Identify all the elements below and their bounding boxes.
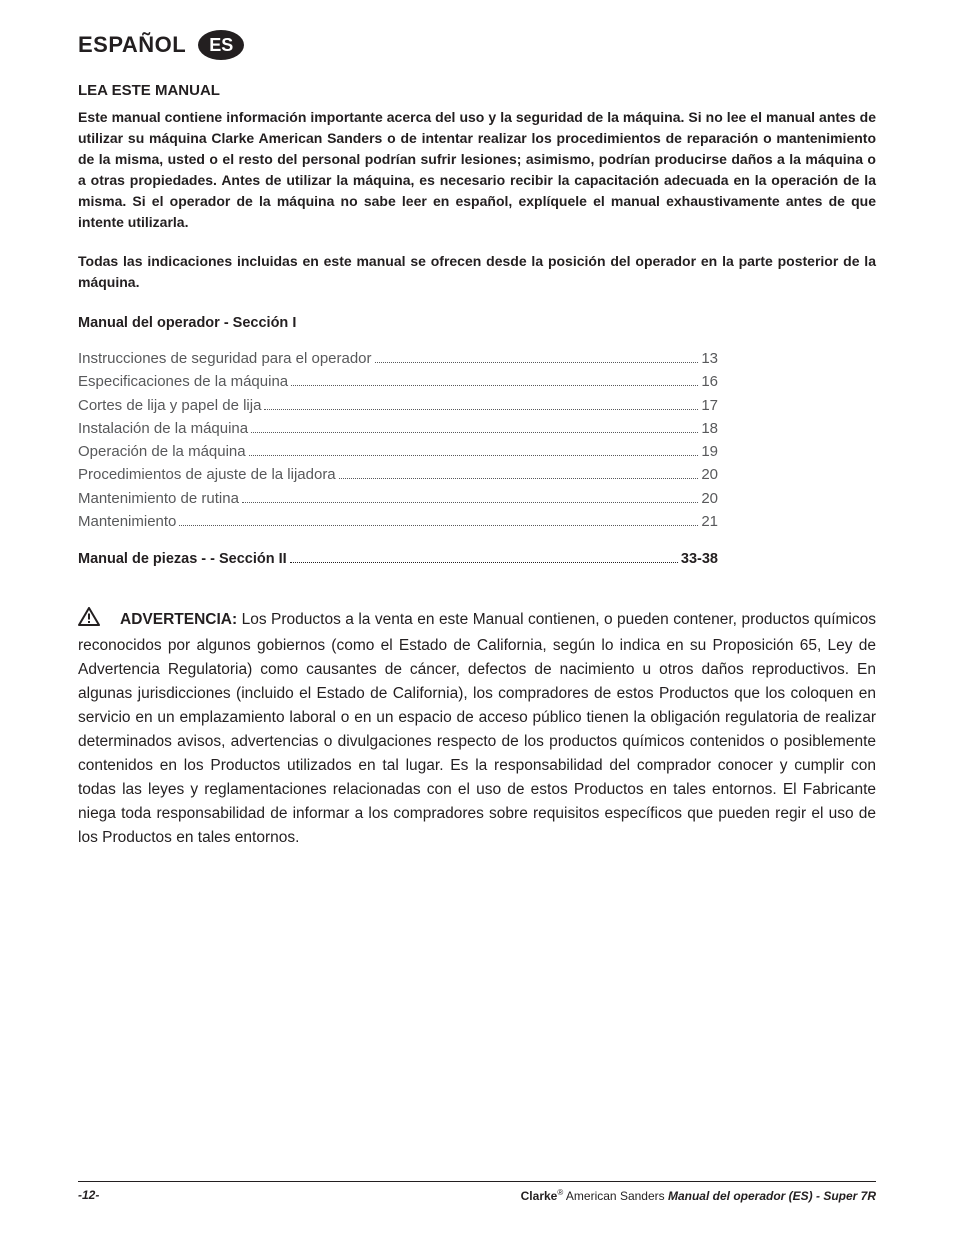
toc-leader — [264, 409, 698, 410]
toc-leader — [291, 385, 698, 386]
toc-label: Mantenimiento de rutina — [78, 487, 239, 510]
toc-page: 20 — [701, 487, 718, 510]
toc-row: Operación de la máquina 19 — [78, 440, 718, 463]
language-header: ESPAÑOL ES — [78, 30, 876, 60]
toc-label: Instrucciones de seguridad para el opera… — [78, 347, 372, 370]
toc-page: 16 — [701, 370, 718, 393]
language-badge: ES — [198, 30, 244, 60]
warning-text: Los Productos a la venta en este Manual … — [78, 611, 876, 846]
footer-mid: American Sanders — [563, 1189, 668, 1203]
page-footer: -12- Clarke® American Sanders Manual del… — [78, 1181, 876, 1203]
toc-page: 20 — [701, 463, 718, 486]
warning-icon — [78, 607, 100, 634]
toc-leader — [251, 432, 698, 433]
toc-label: Especificaciones de la máquina — [78, 370, 288, 393]
warning-paragraph: ADVERTENCIA: Los Productos a la venta en… — [78, 607, 876, 850]
toc-row: Especificaciones de la máquina 16 — [78, 370, 718, 393]
toc-label: Instalación de la máquina — [78, 417, 248, 440]
toc-row: Mantenimiento de rutina 20 — [78, 487, 718, 510]
toc-leader — [249, 455, 699, 456]
toc-page: 18 — [701, 417, 718, 440]
toc-page: 19 — [701, 440, 718, 463]
footer-page-number: -12- — [78, 1188, 99, 1203]
footer-right: Clarke® American Sanders Manual del oper… — [521, 1188, 876, 1203]
toc-leader — [375, 362, 699, 363]
toc-label: Procedimientos de ajuste de la lijadora — [78, 463, 336, 486]
toc-row: Cortes de lija y papel de lija 17 — [78, 394, 718, 417]
toc-heading: Manual del operador - Sección I — [78, 315, 876, 331]
toc-page: 21 — [701, 510, 718, 533]
toc-row: Mantenimiento 21 — [78, 510, 718, 533]
section-heading: LEA ESTE MANUAL — [78, 82, 876, 99]
footer-brand: Clarke — [521, 1189, 558, 1203]
toc-row: Instalación de la máquina 18 — [78, 417, 718, 440]
toc-label: Operación de la máquina — [78, 440, 246, 463]
toc-row: Procedimientos de ajuste de la lijadora … — [78, 463, 718, 486]
warning-label: ADVERTENCIA: — [120, 611, 237, 628]
intro-paragraph-2: Todas las indicaciones incluidas en este… — [78, 251, 876, 293]
toc-label: Mantenimiento — [78, 510, 176, 533]
table-of-contents: Instrucciones de seguridad para el opera… — [78, 347, 718, 533]
toc-page: 17 — [701, 394, 718, 417]
language-title: ESPAÑOL — [78, 32, 186, 58]
intro-paragraph-1: Este manual contiene información importa… — [78, 107, 876, 233]
toc-label: Cortes de lija y papel de lija — [78, 394, 261, 417]
toc-leader — [179, 525, 698, 526]
parts-label: Manual de piezas - - Sección II — [78, 551, 287, 567]
toc-leader — [242, 502, 698, 503]
footer-tail: Manual del operador (ES) - Super 7R — [668, 1189, 876, 1203]
toc-leader — [339, 478, 699, 479]
toc-page: 13 — [701, 347, 718, 370]
toc-row: Instrucciones de seguridad para el opera… — [78, 347, 718, 370]
parts-manual-row: Manual de piezas - - Sección II 33-38 — [78, 551, 718, 567]
toc-leader — [290, 562, 678, 563]
parts-page: 33-38 — [681, 551, 718, 567]
